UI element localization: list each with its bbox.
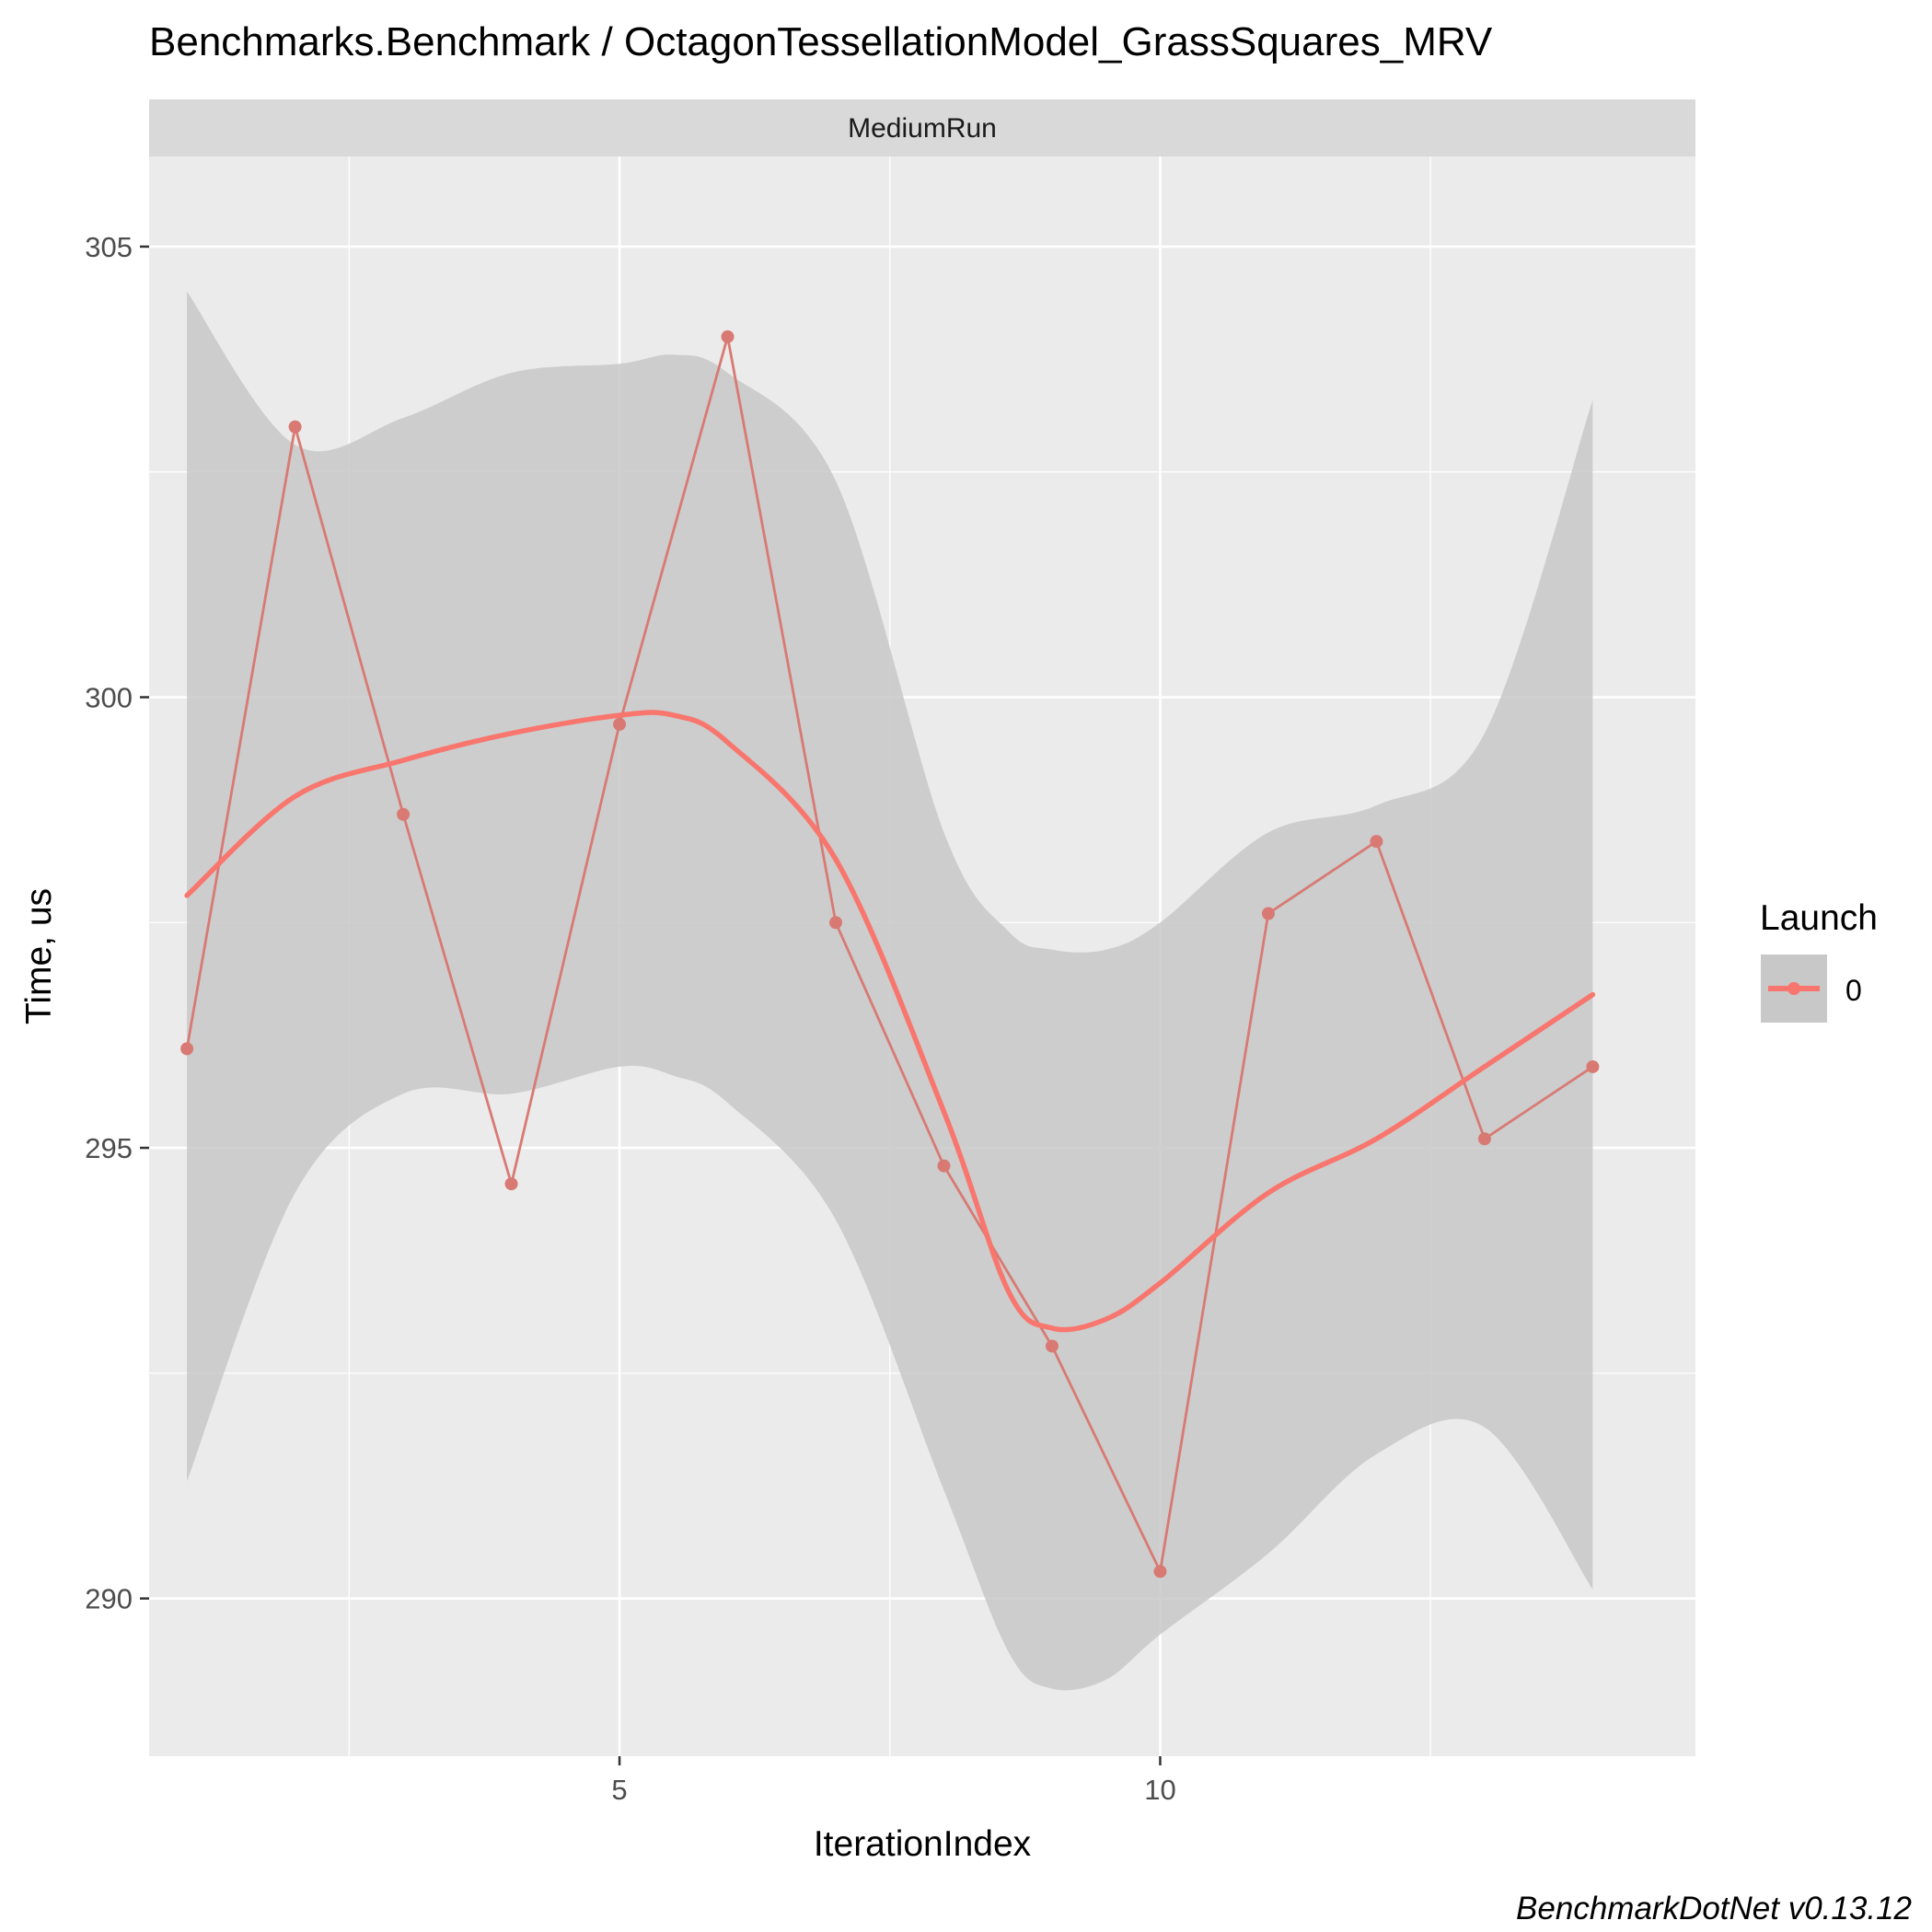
- facet-strip-label: MediumRun: [848, 113, 997, 144]
- legend-title: Launch: [1760, 898, 1878, 938]
- x-tick-label: 5: [611, 1774, 627, 1806]
- data-point: [829, 916, 843, 930]
- series-line: [185, 335, 1594, 1573]
- y-tick-label: 290: [85, 1583, 133, 1615]
- data-point: [1477, 1132, 1491, 1146]
- x-tick-label: 10: [1144, 1774, 1175, 1806]
- x-axis-title: IterationIndex: [814, 1824, 1032, 1864]
- legend-entry-label: 0: [1845, 974, 1862, 1007]
- x-axis: 5 10: [611, 1756, 1176, 1806]
- y-axis-title: Time, us: [19, 888, 59, 1024]
- y-tick-label: 295: [85, 1132, 133, 1164]
- data-point: [1586, 1059, 1600, 1073]
- series-points: [180, 330, 1600, 1579]
- data-point: [1261, 907, 1275, 920]
- series-0-line: [185, 335, 1594, 1573]
- data-point: [1153, 1565, 1167, 1579]
- facet-strip: [149, 99, 1695, 156]
- data-point: [1370, 835, 1383, 849]
- legend-key: [1761, 954, 1827, 1023]
- y-axis: 290 295 300 305: [85, 231, 149, 1615]
- smooth-line: [184, 710, 1596, 1333]
- caption: BenchmarkDotNet v0.13.12: [1516, 1891, 1912, 1926]
- data-point: [1045, 1339, 1059, 1353]
- chart-title: Benchmarks.Benchmark / OctagonTessellati…: [149, 19, 1493, 64]
- y-tick-label: 305: [85, 231, 133, 263]
- data-point: [613, 717, 627, 731]
- data-point: [721, 330, 735, 343]
- ci-ribbon-area: [187, 291, 1593, 1691]
- confidence-ribbon: [187, 291, 1593, 1691]
- data-point: [180, 1042, 194, 1056]
- data-point: [397, 807, 411, 821]
- data-point: [937, 1159, 951, 1173]
- data-point: [288, 420, 302, 434]
- y-tick-label: 300: [85, 681, 133, 713]
- smooth-fit-line: [184, 710, 1596, 1333]
- data-point: [504, 1177, 518, 1191]
